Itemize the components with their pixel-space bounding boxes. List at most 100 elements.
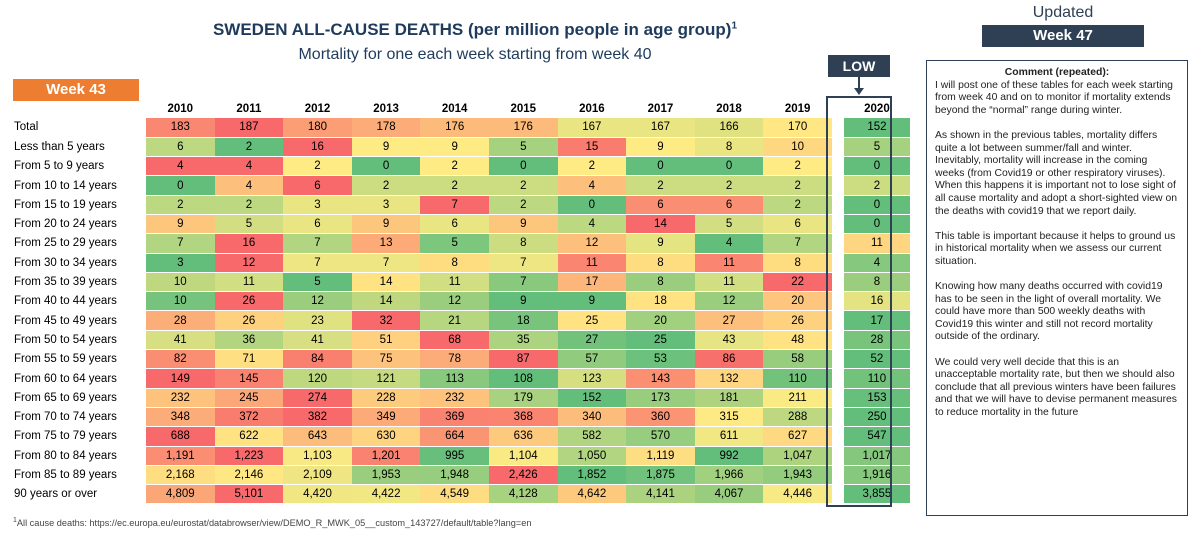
value-cell: 340	[557, 407, 627, 428]
value-cell: 1,966	[694, 465, 764, 486]
value-cell: 2	[214, 195, 284, 215]
value-cell: 36	[214, 330, 284, 351]
value-cell: 176	[420, 118, 489, 138]
year-header: 2015	[510, 103, 537, 115]
value-cell: 187	[214, 118, 284, 138]
value-cell: 12	[694, 291, 764, 312]
value-cell: 9	[488, 291, 558, 312]
value-cell: 166	[694, 118, 764, 138]
value-cell: 120	[283, 368, 352, 389]
current-value-cell: 250	[843, 407, 910, 428]
value-cell: 176	[488, 118, 558, 138]
value-cell: 622	[214, 426, 284, 447]
gap-cell	[831, 330, 844, 351]
row-label: From 70 to 74 years	[13, 407, 146, 428]
value-cell: 143	[626, 368, 695, 389]
value-cell: 4	[557, 214, 627, 235]
current-value-cell: 1,916	[843, 465, 910, 486]
current-value-cell: 152	[843, 118, 910, 138]
low-badge: LOW	[828, 55, 890, 77]
year-header: 2013	[373, 103, 399, 115]
value-cell: 10	[763, 137, 832, 158]
row-label: From 20 to 24 years	[13, 214, 146, 235]
value-cell: 4,141	[626, 484, 695, 505]
gap-cell	[831, 310, 844, 331]
gap-cell	[831, 426, 844, 447]
table-row: Less than 5 years 6 2 16 9 9 5 15 9 8 10 5	[13, 137, 910, 158]
value-cell: 12	[214, 253, 284, 273]
value-cell: 41	[283, 330, 352, 351]
value-cell: 2	[488, 175, 558, 196]
comment-paragraph: We could very well decide that this is a…	[935, 356, 1178, 419]
gap-cell	[831, 349, 844, 370]
current-value-cell: 28	[843, 330, 910, 351]
value-cell: 68	[420, 330, 489, 351]
value-cell: 7	[763, 233, 832, 254]
value-cell: 7	[351, 253, 421, 273]
value-cell: 78	[420, 349, 489, 370]
value-cell: 372	[214, 407, 284, 428]
current-value-cell: 52	[843, 349, 910, 370]
value-cell: 6	[283, 175, 352, 196]
gap-cell	[831, 291, 844, 312]
value-cell: 16	[283, 137, 352, 158]
year-header: 2016	[579, 103, 605, 115]
value-cell: 5,101	[214, 484, 284, 505]
current-value-cell: 547	[843, 426, 910, 447]
current-value-cell: 11	[843, 233, 910, 254]
table-row: From 5 to 9 years 4 4 2 0 2 0 2 0 0 2 0	[13, 156, 910, 177]
value-cell: 582	[557, 426, 627, 447]
value-cell: 4,420	[283, 484, 352, 505]
value-cell: 4	[146, 156, 215, 177]
value-cell: 4,549	[420, 484, 489, 505]
value-cell: 84	[283, 349, 352, 370]
year-header: 2012	[304, 103, 331, 115]
value-cell: 1,191	[146, 446, 215, 466]
gap-cell	[831, 272, 844, 293]
value-cell: 75	[351, 349, 421, 370]
gap-cell	[831, 156, 844, 177]
table-row: 90 years or over 4,809 5,101 4,420 4,422 4,54…	[13, 484, 910, 505]
value-cell: 167	[557, 118, 627, 138]
value-cell: 6	[626, 195, 695, 215]
value-cell: 2	[351, 175, 421, 196]
value-cell: 3	[283, 195, 352, 215]
value-cell: 369	[420, 407, 489, 428]
value-cell: 179	[488, 388, 558, 408]
value-cell: 132	[694, 368, 764, 389]
value-cell: 11	[694, 253, 764, 273]
value-cell: 10	[146, 272, 215, 293]
value-cell: 149	[146, 368, 215, 389]
row-label: From 45 to 49 years	[13, 310, 146, 331]
table-row: From 35 to 39 years 10 11 5 14 11 7 17 8 11 22 8	[13, 272, 910, 293]
value-cell: 1,948	[420, 465, 489, 486]
header-label-cell	[13, 100, 146, 118]
value-cell: 1,103	[283, 446, 352, 466]
value-cell: 2	[420, 175, 489, 196]
value-cell: 181	[694, 388, 764, 408]
value-cell: 232	[146, 388, 215, 408]
value-cell: 2	[557, 156, 627, 177]
value-cell: 6	[420, 214, 489, 235]
value-cell: 113	[420, 368, 489, 389]
value-cell: 26	[214, 291, 284, 312]
value-cell: 22	[763, 272, 832, 293]
row-label: From 15 to 19 years	[13, 195, 146, 215]
value-cell: 664	[420, 426, 489, 447]
value-cell: 25	[557, 310, 627, 331]
gap-cell	[831, 137, 844, 158]
value-cell: 2	[420, 156, 489, 177]
value-cell: 211	[763, 388, 832, 408]
value-cell: 7	[420, 195, 489, 215]
value-cell: 28	[146, 310, 215, 331]
value-cell: 3	[146, 253, 215, 273]
value-cell: 2,426	[488, 465, 558, 486]
value-cell: 1,852	[557, 465, 627, 486]
updated-week-badge: Week 47	[982, 25, 1144, 47]
value-cell: 11	[694, 272, 764, 293]
value-cell: 9	[557, 291, 627, 312]
value-cell: 8	[626, 272, 695, 293]
gap-cell	[832, 100, 844, 118]
value-cell: 5	[214, 214, 284, 235]
current-value-cell: 8	[843, 272, 910, 293]
